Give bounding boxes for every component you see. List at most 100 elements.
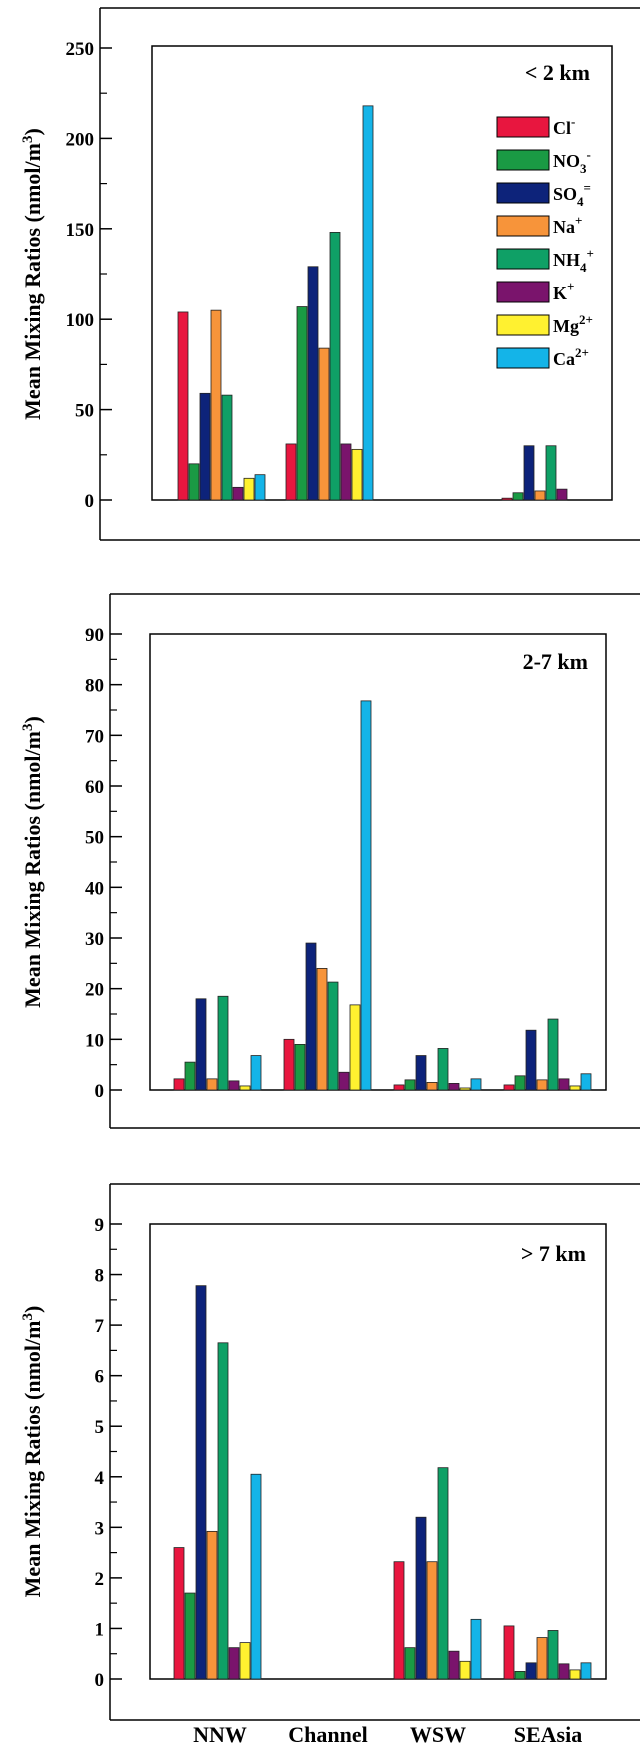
bar-nnw-2 bbox=[188, 463, 200, 501]
bar-wsw-4 bbox=[426, 1561, 438, 1680]
bar-nnw-7 bbox=[239, 1642, 251, 1680]
bar-nnw-3 bbox=[195, 998, 207, 1091]
bar-seasia-3 bbox=[525, 1029, 537, 1091]
y-tick-label: 250 bbox=[66, 39, 95, 60]
bar-seasia-1 bbox=[503, 1625, 515, 1680]
bar-wsw-7 bbox=[459, 1660, 471, 1680]
bar-seasia-8 bbox=[580, 1662, 592, 1680]
bar-nnw-6 bbox=[228, 1080, 240, 1091]
y-tick-label: 30 bbox=[85, 929, 104, 950]
y-tick-label: 70 bbox=[85, 726, 104, 747]
bar-channel-4 bbox=[316, 968, 328, 1091]
bar-seasia-2 bbox=[514, 1671, 526, 1680]
bar-wsw-8 bbox=[470, 1078, 482, 1091]
legend-swatch bbox=[496, 314, 550, 336]
legend-label: NO3- bbox=[553, 147, 591, 176]
y-tick-label: 7 bbox=[95, 1316, 105, 1337]
panel-title: < 2 km bbox=[525, 60, 590, 85]
legend-label: Cl- bbox=[553, 114, 575, 138]
y-tick-label: 200 bbox=[66, 129, 95, 150]
legend-swatch bbox=[496, 215, 550, 237]
bar-channel-5 bbox=[329, 232, 341, 501]
bar-nnw-8 bbox=[250, 1473, 262, 1680]
bar-nnw-4 bbox=[206, 1078, 218, 1091]
bar-nnw-6 bbox=[232, 486, 244, 501]
bar-seasia-6 bbox=[558, 1663, 570, 1680]
bar-seasia-6 bbox=[556, 488, 568, 501]
x-category-label: NNW bbox=[193, 1722, 247, 1747]
bar-nnw-8 bbox=[250, 1055, 262, 1091]
y-tick-label: 2 bbox=[95, 1569, 105, 1590]
plot-box bbox=[149, 633, 607, 1091]
y-tick-label: 0 bbox=[95, 1081, 105, 1102]
x-category-label: SEAsia bbox=[514, 1722, 582, 1747]
y-tick-label: 100 bbox=[66, 310, 95, 331]
bar-channel-8 bbox=[360, 700, 372, 1091]
bar-seasia-6 bbox=[558, 1078, 570, 1091]
panel-title: 2-7 km bbox=[523, 649, 588, 674]
bar-wsw-3 bbox=[415, 1055, 427, 1091]
y-tick-label: 0 bbox=[85, 491, 95, 512]
bar-channel-3 bbox=[307, 266, 319, 501]
bar-channel-2 bbox=[296, 306, 308, 501]
bar-seasia-8 bbox=[580, 1073, 592, 1091]
bar-wsw-6 bbox=[448, 1083, 460, 1091]
bar-seasia-1 bbox=[503, 1084, 515, 1091]
legend-swatch bbox=[496, 116, 550, 138]
y-tick-label: 150 bbox=[66, 220, 95, 241]
plot-box bbox=[151, 45, 613, 501]
bar-nnw-5 bbox=[217, 1342, 229, 1680]
y-tick-label: 5 bbox=[95, 1417, 105, 1438]
bar-channel-6 bbox=[338, 1071, 350, 1091]
bar-nnw-1 bbox=[173, 1547, 185, 1680]
bar-channel-1 bbox=[283, 1038, 295, 1091]
bar-channel-1 bbox=[285, 443, 297, 501]
legend-label: Mg2+ bbox=[553, 312, 593, 336]
chart-panel-3: 0 1 2 3 4 5 6 7 8 9 Mean Mixing Ratios (nmol/m3) > … bbox=[20, 1183, 640, 1747]
bar-wsw-2 bbox=[404, 1647, 416, 1680]
y-tick-label: 6 bbox=[95, 1367, 105, 1388]
legend-swatch bbox=[496, 281, 550, 303]
bar-seasia-4 bbox=[536, 1079, 548, 1091]
bar-seasia-2 bbox=[512, 492, 524, 501]
legend-label: Na+ bbox=[553, 213, 582, 237]
bar-nnw-7 bbox=[239, 1085, 251, 1091]
plot-box bbox=[149, 1223, 607, 1680]
chart-panel-1: 0 50 100 150 200 250 Mean Mixing Ratios (nmol/… bbox=[20, 7, 640, 541]
y-axis-label: Mean Mixing Ratios (nmol/m3) bbox=[20, 716, 45, 1008]
legend-label: SO4= bbox=[553, 180, 591, 209]
bar-nnw-2 bbox=[184, 1061, 196, 1091]
bar-wsw-2 bbox=[404, 1079, 416, 1091]
y-tick-label: 80 bbox=[85, 676, 104, 697]
bar-nnw-5 bbox=[221, 394, 233, 501]
bar-seasia-5 bbox=[547, 1630, 559, 1680]
y-tick-label: 60 bbox=[85, 777, 104, 798]
bar-channel-3 bbox=[305, 942, 317, 1091]
bar-seasia-5 bbox=[545, 445, 557, 501]
bar-nnw-2 bbox=[184, 1592, 196, 1680]
y-tick-label: 50 bbox=[85, 828, 104, 849]
bar-seasia-7 bbox=[569, 1085, 581, 1091]
bar-seasia-1 bbox=[501, 497, 513, 501]
y-tick-label: 0 bbox=[95, 1670, 105, 1691]
y-tick-label: 9 bbox=[95, 1215, 105, 1236]
chart-panel-2: 0 10 20 30 40 50 60 70 80 90 Mean Mixing Ratios (n… bbox=[20, 593, 640, 1129]
bar-seasia-3 bbox=[525, 1662, 537, 1680]
legend-swatch bbox=[496, 182, 550, 204]
bar-nnw-5 bbox=[217, 995, 229, 1091]
bar-channel-2 bbox=[294, 1044, 306, 1091]
bar-wsw-4 bbox=[426, 1082, 438, 1091]
x-category-label: Channel bbox=[288, 1722, 367, 1747]
y-tick-label: 40 bbox=[85, 878, 104, 899]
bar-nnw-7 bbox=[243, 477, 255, 501]
bar-wsw-8 bbox=[470, 1618, 482, 1680]
bar-nnw-4 bbox=[210, 309, 222, 501]
bar-wsw-3 bbox=[415, 1516, 427, 1680]
bar-channel-7 bbox=[351, 448, 363, 501]
bar-channel-5 bbox=[327, 981, 339, 1091]
y-tick-label: 1 bbox=[95, 1619, 105, 1640]
bar-seasia-4 bbox=[534, 490, 546, 501]
bar-nnw-4 bbox=[206, 1530, 218, 1680]
y-tick-label: 90 bbox=[85, 625, 104, 646]
